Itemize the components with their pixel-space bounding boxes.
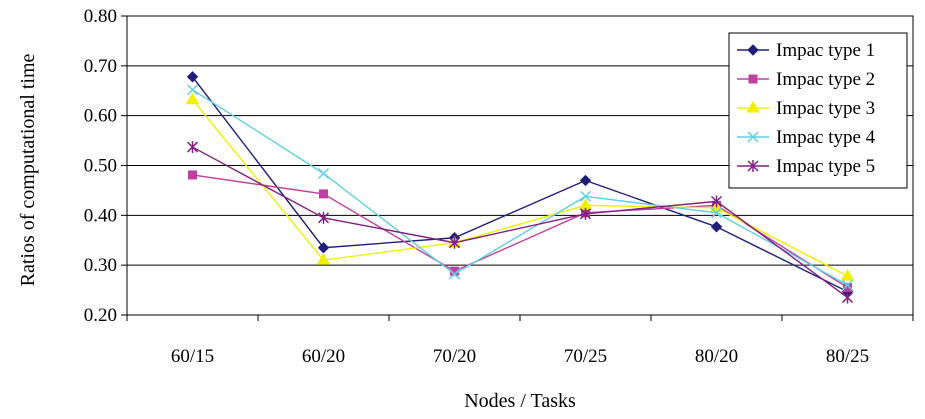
legend-item: Impac type 2 (737, 69, 875, 90)
y-tick-label: 0.70 (84, 56, 117, 77)
legend-label: Impac type 5 (776, 156, 875, 177)
y-tick-label: 0.30 (84, 255, 117, 276)
data-point (710, 221, 723, 233)
legend-marker (747, 160, 759, 172)
legend-item: Impac type 5 (737, 156, 875, 177)
y-tick-label: 0.60 (84, 106, 117, 127)
x-axis-title: Nodes / Tasks (464, 390, 576, 412)
legend-item: Impac type 3 (737, 98, 875, 119)
x-tick-label: 80/25 (826, 346, 869, 367)
data-point (448, 236, 461, 249)
data-point (186, 71, 199, 83)
data-point (316, 253, 331, 265)
y-tick-label: 0.80 (84, 6, 117, 27)
y-tick-label: 0.20 (84, 305, 117, 326)
data-point (188, 170, 197, 180)
x-tick-label: 60/15 (171, 346, 214, 367)
series-line (192, 89, 848, 286)
series-line (191, 99, 848, 277)
y-tick-label: 0.40 (84, 205, 117, 226)
series-line (192, 146, 848, 299)
data-point (710, 207, 723, 219)
data-point (185, 92, 200, 105)
x-tick-label: 70/20 (433, 346, 476, 367)
data-point (579, 174, 592, 187)
data-point (841, 291, 854, 304)
y-tick-label: 0.50 (84, 156, 117, 177)
data-point (579, 207, 592, 220)
data-point (448, 268, 461, 280)
legend-label: Impac type 1 (776, 40, 875, 61)
legend-marker (748, 74, 758, 84)
legend-marker (747, 44, 759, 56)
data-point (317, 167, 330, 180)
y-axis-title: Ratios of computational time (17, 54, 39, 287)
legend-label: Impac type 4 (776, 127, 876, 148)
x-tick-label: 70/25 (564, 346, 607, 367)
legend-label: Impac type 2 (776, 69, 875, 90)
legend-item: Impac type 4 (737, 127, 876, 148)
data-point (579, 190, 592, 202)
data-point (186, 84, 199, 96)
data-point (317, 211, 330, 224)
legend: Impac type 1 Impac type 2 Impac type 3 Impa… (728, 32, 908, 189)
data-point (317, 242, 330, 254)
legend-item: Impac type 1 (737, 40, 875, 61)
data-point (186, 141, 199, 154)
x-tick-label: 60/20 (302, 346, 345, 367)
legend-marker (747, 131, 759, 143)
legend-marker (746, 101, 760, 113)
series-2 (188, 170, 852, 293)
axes: 0.20 0.30 0.40 0.50 0.60 0.70 0.80 60/15 60/20 70… (84, 6, 914, 367)
series-5 (186, 141, 854, 304)
data-point (841, 279, 854, 291)
data-point (319, 189, 328, 199)
series-layer (185, 71, 855, 304)
legend-label: Impac type 3 (776, 98, 875, 119)
series-4 (186, 84, 854, 291)
data-point (710, 195, 723, 208)
series-line (191, 76, 848, 293)
data-point (840, 269, 855, 281)
x-tick-label: 80/20 (695, 346, 738, 367)
